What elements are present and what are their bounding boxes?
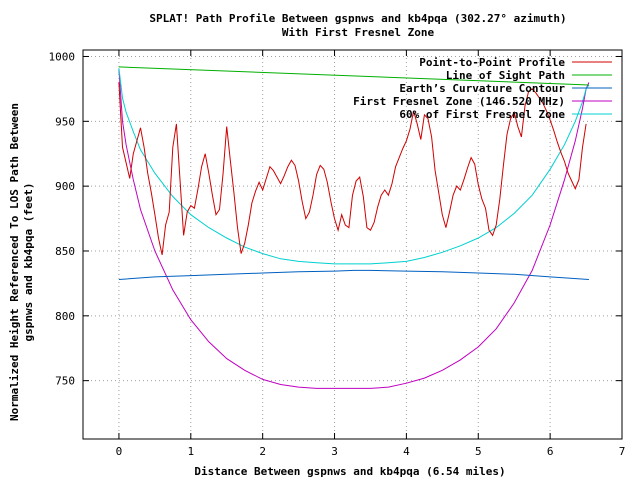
x-tick-label: 4	[403, 445, 410, 458]
x-tick-label: 3	[331, 445, 338, 458]
y-tick-label: 950	[55, 115, 75, 128]
series-line-60-of-first-fresnel-zone	[118, 68, 590, 265]
x-tick-label: 7	[619, 445, 626, 458]
y-axis-label-line-2: gspnws and kb4pqa (feet)	[22, 183, 35, 342]
y-tick-label: 900	[55, 180, 75, 193]
x-axis-label: Distance Between gspnws and kb4pqa (6.54…	[194, 465, 505, 478]
series-line-first-fresnel-zone-146-520-mhz	[118, 69, 590, 389]
chart-title: SPLAT! Path Profile Between gspnws and k…	[149, 12, 566, 25]
y-tick-label: 800	[55, 310, 75, 323]
ticks-layer: 0 1 2 3 4 5 6 7 750 800 850 900 950 1000	[49, 50, 626, 458]
y-axis-label-line-1: Normalized Height Referenced To LOS Path…	[8, 103, 21, 421]
legend-label: 60% of First Fresnel Zone	[399, 108, 565, 121]
y-tick-label: 750	[55, 375, 75, 388]
x-tick-label: 2	[259, 445, 266, 458]
legend-label: Point-to-Point Profile	[419, 56, 565, 69]
x-tick-label: 1	[187, 445, 194, 458]
series-line-line-of-sight-path	[118, 66, 589, 86]
x-tick-label: 6	[547, 445, 554, 458]
chart-subtitle: With First Fresnel Zone	[282, 26, 435, 39]
x-tick-label: 5	[475, 445, 482, 458]
series-line-point-to-point-profile	[118, 82, 587, 256]
x-tick-label: 0	[116, 445, 123, 458]
legend-label: First Fresnel Zone (146.520 MHz)	[353, 95, 565, 108]
series-layer	[118, 66, 590, 389]
plot-frame	[82, 49, 623, 440]
y-tick-label: 850	[55, 245, 75, 258]
legend-label: Earth’s Curvature Contour	[399, 82, 565, 95]
series-line-earth-s-curvature-contour	[118, 269, 589, 280]
legend-label: Line of Sight Path	[446, 69, 565, 82]
y-tick-label: 1000	[49, 50, 76, 63]
